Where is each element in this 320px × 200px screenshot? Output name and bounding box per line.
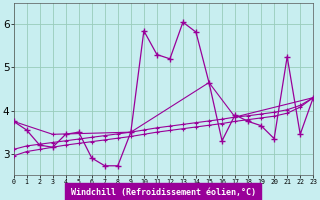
- X-axis label: Windchill (Refroidissement éolien,°C): Windchill (Refroidissement éolien,°C): [71, 188, 256, 197]
